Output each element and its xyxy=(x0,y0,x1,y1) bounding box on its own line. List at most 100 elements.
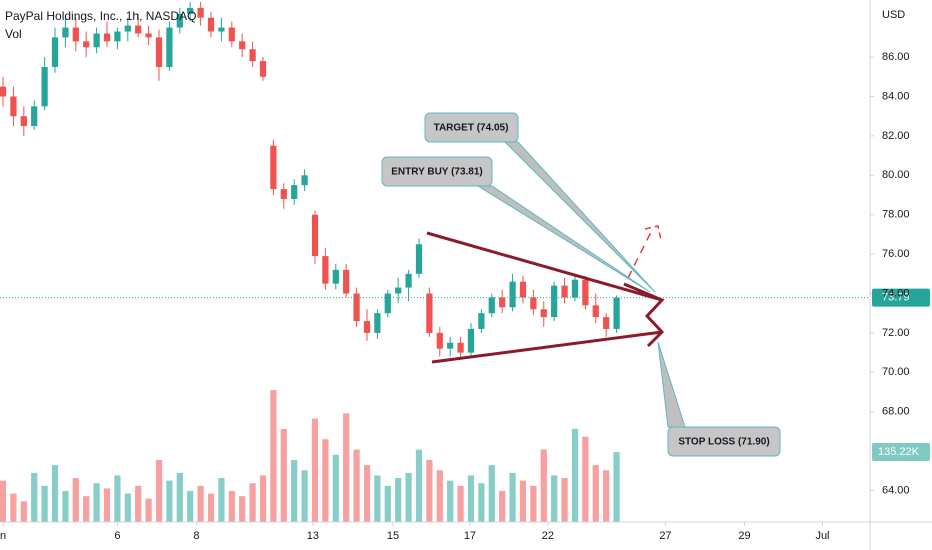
candle-body xyxy=(239,41,246,50)
upper-trendline xyxy=(426,231,663,302)
y-tick-label: 72.00 xyxy=(882,327,910,339)
candle-body xyxy=(218,27,225,32)
volume-bar xyxy=(592,465,599,522)
candle-body xyxy=(93,33,100,48)
volume-bar xyxy=(72,478,79,522)
lower-trendline xyxy=(431,330,663,364)
candle-body xyxy=(103,33,111,42)
volume-bar xyxy=(51,465,59,522)
volume-bar xyxy=(228,490,235,522)
candle-body xyxy=(207,17,215,32)
y-tick-label: 84.00 xyxy=(882,90,910,102)
candle-body xyxy=(571,279,579,298)
volume-bar xyxy=(415,449,423,522)
candle-body xyxy=(363,321,371,333)
volume-bar xyxy=(93,483,100,522)
volume-bar xyxy=(582,436,589,522)
volume-bar xyxy=(447,480,454,522)
candle-body xyxy=(280,189,287,199)
volume-bar xyxy=(499,490,506,522)
x-tick-label: 22 xyxy=(542,530,554,542)
volume-bar xyxy=(374,475,381,522)
volume-bar xyxy=(405,472,412,522)
volume-bar xyxy=(343,413,350,522)
volume-bar xyxy=(187,490,194,522)
volume-bar xyxy=(249,483,256,522)
volume-bar xyxy=(176,472,183,522)
y-tick-label: 68.00 xyxy=(882,406,910,418)
candle-body xyxy=(270,145,277,190)
volume-bar xyxy=(322,439,329,522)
volume-bar xyxy=(311,418,319,522)
candle-body xyxy=(291,185,298,199)
candle-body xyxy=(135,25,142,34)
candle-body xyxy=(592,305,599,318)
candle-body xyxy=(145,33,152,38)
volume-bar xyxy=(467,475,475,522)
entry-label: ENTRY BUY (73.81) xyxy=(391,167,483,178)
candle-body xyxy=(155,37,163,67)
candle-body xyxy=(0,86,7,97)
volume-bar xyxy=(332,454,339,522)
volume-bar xyxy=(280,428,287,522)
volume-bar xyxy=(384,485,391,522)
y-tick-label: 80.00 xyxy=(882,169,910,181)
candle-body xyxy=(519,281,527,298)
candle-body xyxy=(343,269,350,294)
candle-body xyxy=(426,293,433,333)
last-price-box xyxy=(872,288,930,307)
x-tick-label: 29 xyxy=(738,530,750,542)
candle-body xyxy=(311,214,319,257)
volume-bar xyxy=(31,472,38,522)
candle-body xyxy=(582,279,589,306)
candle-body xyxy=(72,27,79,42)
plot xyxy=(0,1,874,526)
candle-body xyxy=(83,41,90,48)
target-label: TARGET (74.05) xyxy=(434,123,509,134)
y-tick-label: 70.00 xyxy=(882,366,910,378)
candle-body xyxy=(509,281,516,308)
stop-label: STOP LOSS (71.90) xyxy=(678,437,769,448)
candle-body xyxy=(176,13,183,28)
candle-body xyxy=(530,297,537,310)
candle-body xyxy=(457,342,464,353)
candle-body xyxy=(31,106,38,127)
volume-bar xyxy=(135,485,142,522)
candle-body xyxy=(488,297,495,314)
volume-bar xyxy=(519,480,527,522)
y-tick-label: 76.00 xyxy=(882,248,910,260)
x-tick-label: 13 xyxy=(307,530,319,542)
candle-body xyxy=(395,287,402,294)
candle-body xyxy=(20,116,27,127)
candle-body xyxy=(197,7,204,18)
volume-bar xyxy=(218,478,225,522)
candle-body xyxy=(405,273,412,288)
x-tick-label: 27 xyxy=(659,530,671,542)
volume-bar xyxy=(478,483,485,522)
candle-body xyxy=(301,175,308,186)
volume-bar xyxy=(207,493,215,522)
volume-bar xyxy=(166,480,173,522)
drawings: TARGET (74.05) ENTRY BUY (73.81) STOP LO… xyxy=(381,112,781,457)
volume-bar xyxy=(353,449,360,522)
zigzag xyxy=(623,282,665,348)
volume-bar xyxy=(20,501,27,522)
volume-bar xyxy=(10,493,17,522)
last-volume-label: 135.22K xyxy=(878,446,920,458)
volume-bar xyxy=(488,465,495,522)
candle-body xyxy=(436,332,443,349)
candle-body xyxy=(551,285,558,318)
volume-bar xyxy=(83,496,90,522)
x-tick-label: Jul xyxy=(815,530,829,542)
volume-bar xyxy=(561,478,568,522)
y-tick-label: 78.00 xyxy=(882,209,910,221)
volume-bar xyxy=(457,485,464,522)
volume-bar xyxy=(571,428,579,522)
candle-body xyxy=(51,37,59,67)
candle-body xyxy=(166,27,173,67)
x-tick-label: 6 xyxy=(114,530,120,542)
stop-box xyxy=(667,426,781,457)
currency: USD xyxy=(882,9,905,21)
volume-bar xyxy=(197,485,204,522)
